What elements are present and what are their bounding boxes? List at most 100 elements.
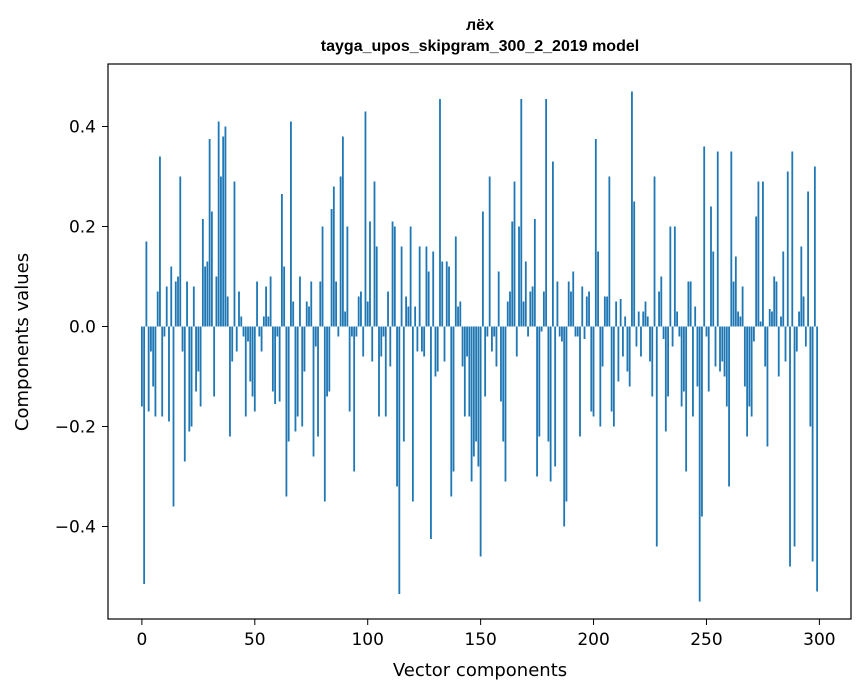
bar-component-158 [497,271,500,327]
bar-component-201 [594,139,597,327]
bar-component-275 [762,181,764,327]
bar-component-211 [617,326,620,382]
bar-component-89 [341,136,344,327]
bar-component-100 [366,301,369,327]
bar-component-12 [168,326,170,422]
bar-component-135 [445,261,448,327]
bar-component-95 [355,326,358,337]
bar-component-233 [667,326,669,397]
bar-component-250 [705,326,708,337]
bar-component-7 [156,291,159,327]
bar-component-288 [791,151,794,327]
bar-component-20 [186,281,188,327]
bar-component-227 [653,176,656,327]
bar-component-286 [786,171,789,327]
bar-component-194 [579,326,581,437]
bar-component-195 [581,286,584,327]
bar-component-178 [542,291,545,327]
bar-component-139 [454,236,457,327]
y-tick-label: 0.2 [69,218,96,238]
bar-component-111 [391,221,394,327]
bar-component-17 [179,176,182,327]
bar-component-63 [283,266,286,327]
bar-component-58 [271,326,274,392]
bar-component-218 [633,201,636,327]
bar-component-70 [299,276,301,327]
bar-component-2 [145,241,148,327]
bar-component-44 [240,316,243,327]
bar-component-28 [204,266,207,327]
bar-component-247 [698,326,701,602]
bar-component-156 [493,326,496,337]
bar-component-126 [425,246,428,327]
bar-component-118 [407,306,410,327]
bar-component-231 [662,326,665,339]
bar-component-128 [430,326,432,539]
bar-component-241 [685,326,688,472]
bar-component-37 [224,126,227,327]
bar-component-290 [795,326,798,352]
bar-component-171 [527,326,529,337]
bar-component-289 [793,326,796,547]
bar-component-228 [655,326,658,547]
bar-component-96 [357,296,360,327]
bar-component-121 [414,306,417,327]
bar-component-273 [757,181,760,327]
bar-component-256 [719,326,721,372]
bar-component-152 [484,326,487,397]
bar-component-168 [520,99,523,327]
bar-component-190 [570,291,572,327]
bar-component-127 [427,271,430,327]
bar-component-115 [400,246,403,327]
bar-component-75 [310,281,313,327]
bar-component-208 [610,326,613,412]
bar-component-57 [269,276,272,327]
bar-component-213 [622,326,624,357]
bar-component-108 [384,326,387,417]
bar-component-65 [287,326,290,442]
bar-component-78 [317,326,319,437]
bar-component-253 [712,251,715,327]
bar-component-32 [213,326,216,397]
bar-component-69 [296,326,299,417]
bar-component-210 [615,301,618,327]
bar-component-224 [646,316,649,327]
bar-component-259 [725,326,728,407]
bar-component-294 [804,326,807,347]
bar-component-267 [743,326,746,387]
bar-component-42 [235,326,238,352]
bar-component-257 [721,326,724,362]
bars-group [140,91,819,602]
bar-component-189 [567,281,570,327]
bar-component-47 [247,326,249,342]
bar-component-165 [513,181,516,327]
bar-component-245 [694,306,697,327]
y-tick-label: 0.4 [69,118,96,138]
bar-component-82 [326,326,328,397]
bar-component-71 [301,326,304,427]
bar-component-140 [457,306,459,327]
bar-component-146 [470,326,473,482]
bar-component-237 [676,311,679,327]
bar-component-261 [730,151,733,327]
bar-component-114 [398,326,401,594]
bar-component-87 [337,326,340,337]
bar-component-202 [597,251,599,327]
bar-component-29 [206,261,209,327]
bar-component-217 [631,91,633,327]
bar-component-248 [701,326,703,517]
bar-component-133 [441,261,444,327]
x-tick-label: 200 [577,630,609,650]
bar-component-223 [644,301,647,327]
bar-component-120 [411,326,414,502]
bar-component-209 [612,326,615,427]
bar-component-104 [375,246,378,327]
bar-component-161 [504,326,507,482]
bar-component-255 [716,151,719,327]
bar-component-143 [463,326,466,417]
bar-component-147 [472,326,475,457]
bar-component-26 [199,326,202,407]
bar-component-179 [545,99,548,327]
bar-component-16 [177,276,179,327]
bar-component-35 [220,176,222,327]
